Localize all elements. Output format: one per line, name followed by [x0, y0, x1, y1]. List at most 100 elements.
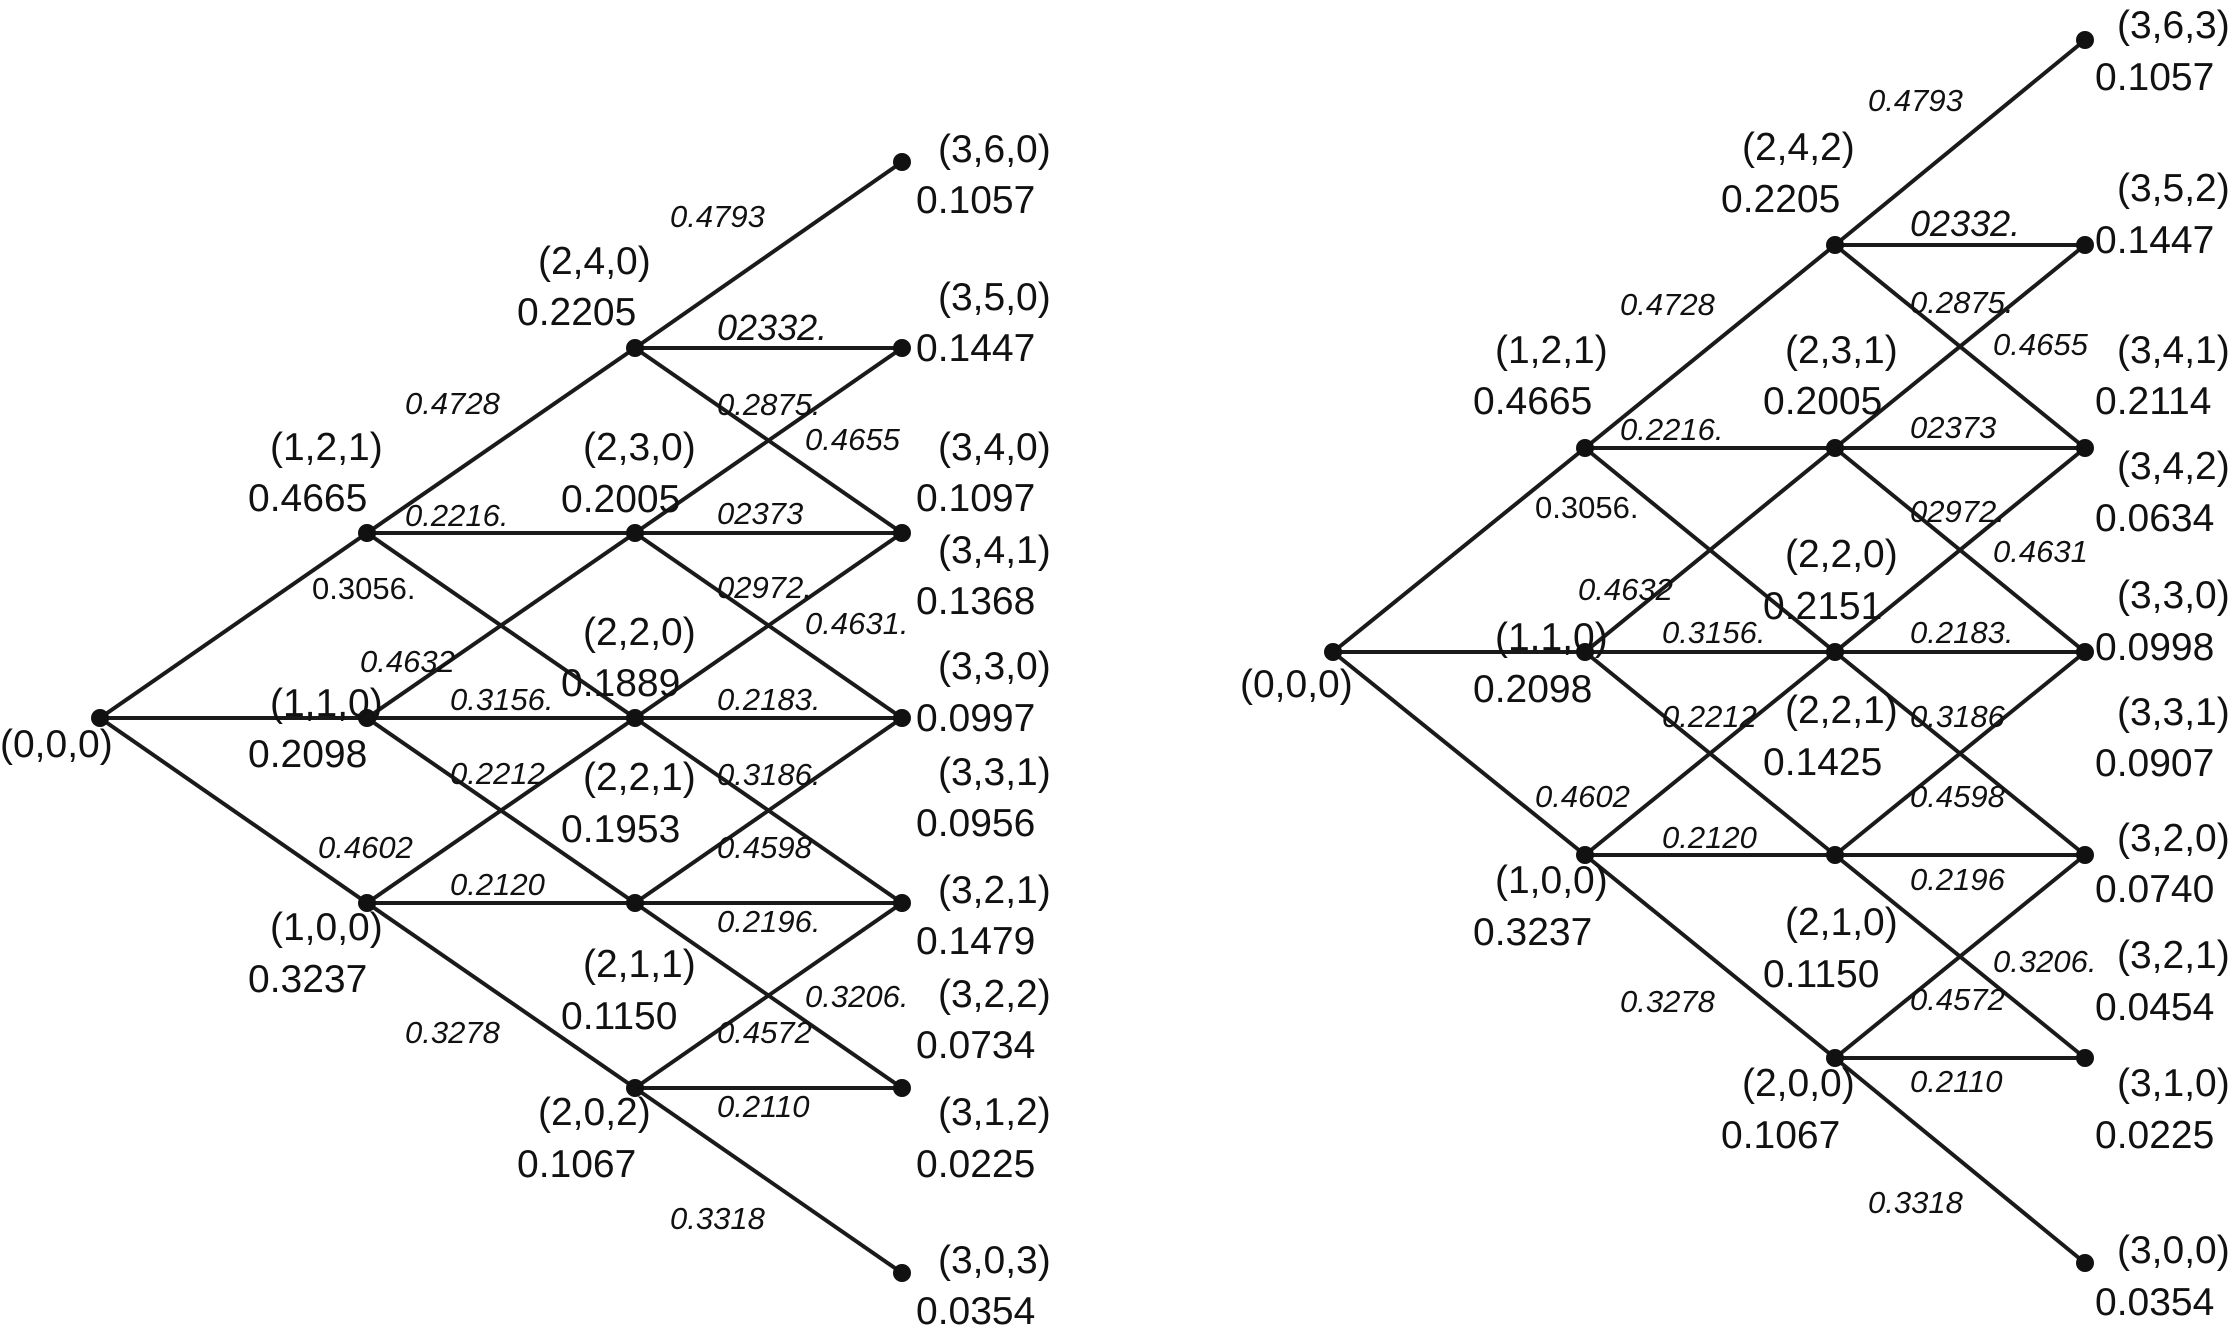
node-probability: 0.0454: [2095, 986, 2214, 1029]
edge-probability-label: 0.2110: [717, 1089, 810, 1124]
edge-probability-label: 0.2216.: [405, 498, 508, 533]
node-probability: 0.0956: [916, 802, 1035, 845]
tree-node: [358, 709, 376, 727]
edge-probability-label: 0.2183.: [717, 682, 820, 717]
edge: [633, 346, 904, 535]
edge-probability-label: 0.3156.: [450, 682, 553, 717]
edge-probability-label: 0.2212: [1662, 699, 1757, 734]
node-state-label: (3,2,1): [938, 869, 1051, 912]
node-probability: 0.3237: [1473, 911, 1592, 954]
node-probability: 0.1889: [561, 662, 680, 705]
edge-probability-label: 0.4631: [1993, 534, 2088, 569]
edge-probability-label: 0.3186: [1910, 699, 2006, 734]
edge-probability-label: 0.4598: [1910, 779, 2006, 814]
node-state-label: (3,6,0): [938, 128, 1051, 171]
tree-node: [893, 894, 911, 912]
edge-probability-label: 0.4602: [318, 830, 413, 865]
edge-probability-label: 0.2216.: [1620, 412, 1723, 447]
edge-probability-label: 0.3206.: [805, 979, 908, 1014]
node-state-label: (3,4,2): [2117, 445, 2230, 488]
node-probability: 0.2205: [517, 291, 636, 334]
node-state-label: (2,2,1): [583, 756, 696, 799]
edge-probability-label: 0.4572: [1910, 982, 2005, 1017]
edge: [1833, 38, 2087, 247]
node-probability: 0.4665: [248, 477, 367, 520]
tree-node: [893, 1264, 911, 1282]
node-probability: 0.1425: [1763, 741, 1882, 784]
edge-probability-label: 0.2875.: [1910, 285, 2013, 320]
edge-probability-label: 0.4598: [717, 830, 813, 865]
edge-probability-label: 02373: [717, 496, 803, 531]
node-probability: 0.3237: [248, 958, 367, 1001]
node-probability: 0.0740: [2095, 868, 2214, 911]
edge: [633, 160, 904, 350]
tree-node: [91, 709, 109, 727]
node-probability: 0.2005: [1763, 380, 1882, 423]
node-state-label: (2,1,1): [583, 943, 696, 986]
node-probability: 0.0998: [2095, 626, 2214, 669]
node-state-label: (3,3,0): [2117, 574, 2230, 617]
edge-probability-label: 0.4793: [670, 199, 765, 234]
edge: [365, 716, 637, 905]
edge-probability-label: 0.3156.: [1662, 615, 1765, 650]
edge: [633, 716, 904, 905]
node-state-label: (3,3,1): [2117, 691, 2230, 734]
edge: [1833, 1056, 2087, 1265]
edge-probability-label: 0.3186.: [717, 757, 820, 792]
edge-probability-label: 0.3056.: [1535, 490, 1638, 525]
node-probability: 0.0354: [2095, 1281, 2214, 1324]
node-probability: 0.2151: [1763, 585, 1882, 628]
edge-probability-label: 0.3056.: [312, 571, 415, 606]
edge-probability-label: 0.3278: [405, 1015, 501, 1050]
edge-probability-label: 0.2875.: [717, 387, 820, 422]
edge-probability-label: 0.2120: [1662, 820, 1757, 855]
edge-probability-label: 0.4793: [1868, 83, 1963, 118]
edge-probability-label: 0.4631.: [805, 606, 908, 641]
node-probability: 0.1067: [517, 1143, 636, 1186]
tree-node: [893, 339, 911, 357]
tree-node: [2076, 1049, 2094, 1067]
node-state-label: (2,3,1): [1785, 329, 1898, 372]
right-tree: (0,0,0) (1,2,1) 0.4665 (1.1,0) 0.2098 (1…: [1240, 4, 2230, 1324]
tree-node: [893, 153, 911, 171]
node-state-label: (1,1,0): [270, 682, 383, 725]
tree-node: [1826, 439, 1844, 457]
edge-probability-label: 0.4632: [1578, 572, 1673, 607]
node-probability: 0.1150: [1763, 953, 1879, 996]
node-probability: 0.1097: [916, 477, 1035, 520]
node-state-label: (1,2,1): [1495, 329, 1608, 372]
node-state-label: (2,0,0): [1742, 1062, 1855, 1105]
edge-probability-label: 0.3206.: [1993, 944, 2096, 979]
node-state-label: (3,0,3): [938, 1239, 1051, 1282]
node-state-label: (2,4,0): [538, 240, 651, 283]
node-state-label: (2,3,0): [583, 426, 696, 469]
edge: [1331, 650, 1587, 857]
tree-node: [1826, 846, 1844, 864]
tree-node: [2076, 1254, 2094, 1272]
node-probability: 0.1150: [561, 995, 677, 1038]
node-state-label: (0,0,0): [1240, 663, 1353, 706]
edge: [1583, 446, 1837, 654]
edge: [633, 1086, 904, 1275]
edge: [365, 346, 637, 535]
node-state-label: (0,0,0): [0, 723, 113, 766]
node-state-label: (3,2,1): [2117, 934, 2230, 977]
tree-node: [2076, 846, 2094, 864]
tree-node: [893, 1079, 911, 1097]
edge: [1833, 853, 2087, 1060]
edge: [1833, 243, 2087, 450]
edge-probability-label: 0.3278: [1620, 984, 1716, 1019]
tree-node: [1826, 643, 1844, 661]
node-probability: 0.1057: [2095, 56, 2214, 99]
tree-node: [1576, 439, 1594, 457]
node-probability: 0.1953: [561, 808, 680, 851]
edge-probability-label: 0.4728: [405, 386, 501, 421]
tree-node: [626, 524, 644, 542]
node-state-label: (1.1,0): [1495, 616, 1608, 659]
edge-probability-label: 0.4602: [1535, 779, 1630, 814]
node-state-label: (3,0,0): [2117, 1229, 2230, 1272]
edge: [1833, 650, 2087, 857]
node-probability: 0.0734: [916, 1024, 1035, 1067]
tree-node: [626, 709, 644, 727]
node-state-label: (3,3,0): [938, 645, 1051, 688]
